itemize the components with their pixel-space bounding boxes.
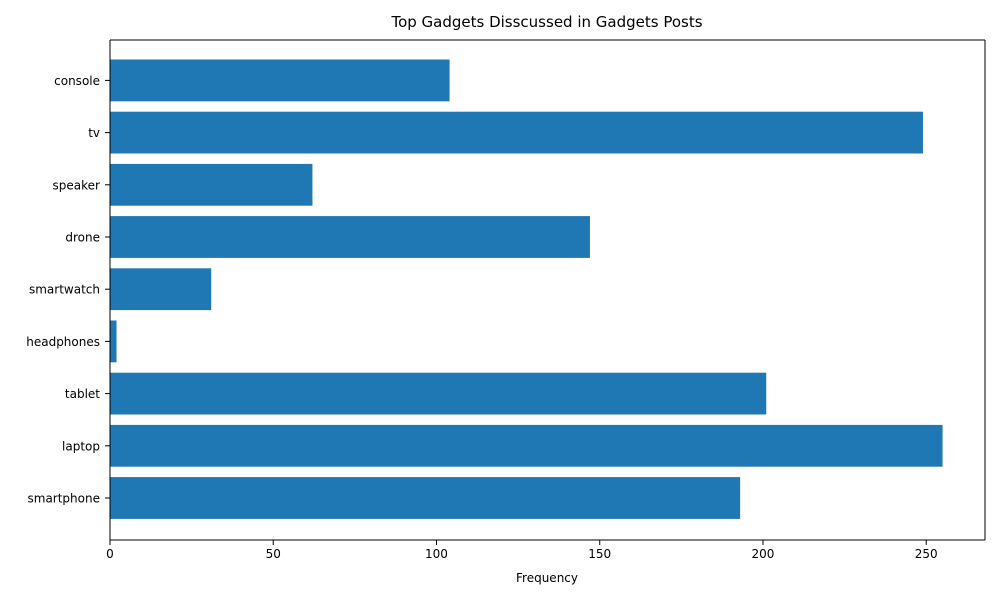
chart-title: Top Gadgets Disscussed in Gadgets Posts <box>390 13 702 31</box>
x-tick-label-0: 0 <box>106 547 114 561</box>
y-tick-label-console: console <box>54 74 100 88</box>
bar-speaker <box>110 163 313 206</box>
bars-layer <box>110 59 943 519</box>
y-tick-label-headphones: headphones <box>26 335 100 349</box>
bar-tv <box>110 111 923 154</box>
y-tick-label-tv: tv <box>88 126 100 140</box>
bar-drone <box>110 216 590 258</box>
x-tick-label-50: 50 <box>266 547 281 561</box>
y-tick-label-tablet: tablet <box>65 387 100 401</box>
y-tick-label-speaker: speaker <box>53 178 101 192</box>
x-tick-label-250: 250 <box>915 547 938 561</box>
y-tick-label-smartwatch: smartwatch <box>29 283 100 297</box>
ticks-layer: 0 50 100 150 200 250 smartphone laptop tablet hea… <box>26 74 937 561</box>
x-axis-label: Frequency <box>516 571 578 585</box>
y-tick-label-smartphone: smartphone <box>28 492 101 506</box>
bar-laptop <box>110 424 943 467</box>
bar-console <box>110 59 450 102</box>
y-tick-label-laptop: laptop <box>62 439 100 453</box>
x-tick-label-200: 200 <box>752 547 775 561</box>
bar-tablet <box>110 372 767 415</box>
x-tick-label-100: 100 <box>425 547 448 561</box>
bar-smartphone <box>110 477 741 519</box>
bar-headphones <box>110 320 117 363</box>
axes-layer <box>109 39 986 541</box>
x-tick-label-150: 150 <box>588 547 611 561</box>
y-tick-label-drone: drone <box>65 231 100 245</box>
bar-smartwatch <box>110 268 212 311</box>
